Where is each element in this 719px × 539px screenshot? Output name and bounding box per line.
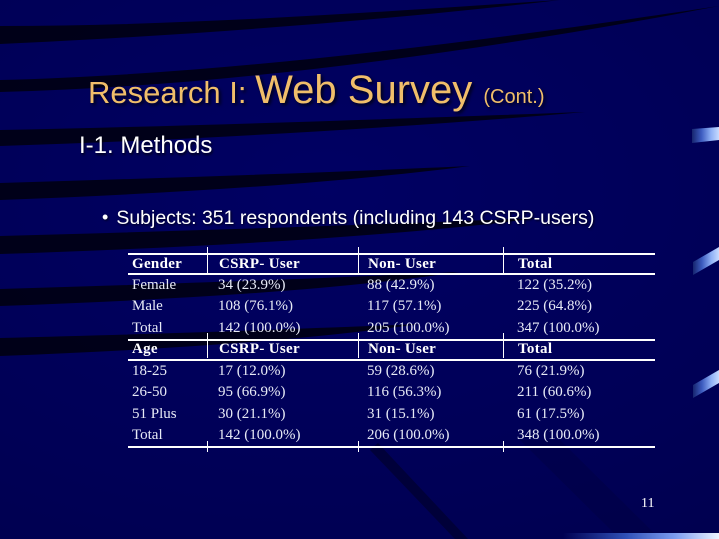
table-rule-tick [207, 247, 208, 257]
data-cell: 117 (57.1%) [367, 298, 442, 315]
row-label-cell: Total [132, 319, 163, 336]
ribbon-decoration-1 [692, 127, 719, 143]
data-cell: 95 (66.9%) [218, 384, 286, 401]
table-header-cell: Gender [132, 255, 183, 272]
table-row: 51 Plus 30 (21.1%) 31 (15.1%) 61 (17.5%) [128, 403, 655, 424]
bullet-marker: • [102, 207, 109, 227]
data-cell: 348 (100.0%) [517, 426, 600, 443]
page-number: 11 [641, 496, 655, 511]
data-cell: 142 (100.0%) [218, 319, 301, 336]
data-cell: 116 (56.3%) [367, 384, 442, 401]
row-label-cell: Female [132, 277, 177, 294]
table-rule-tick [207, 441, 208, 452]
data-cell: 61 (17.5%) [517, 405, 585, 422]
data-cell: 211 (60.6%) [517, 384, 592, 401]
row-label-cell: Total [132, 426, 163, 443]
data-cell: 347 (100.0%) [517, 319, 600, 336]
table-header-cell: Total [503, 341, 655, 359]
table-header-cell: Age [132, 341, 158, 358]
table-row: Female 34 (23.9%) 88 (42.9%) 122 (35.2%) [128, 275, 655, 296]
data-cell: 206 (100.0%) [367, 426, 450, 443]
table-header-cell: Non- User [358, 341, 503, 359]
table-header-cell: CSRP- User [207, 255, 358, 273]
data-cell: 59 (28.6%) [367, 363, 435, 380]
ribbon-decoration-2 [693, 247, 719, 275]
title-prefix: Research I: [88, 75, 256, 110]
table-header-cell: Non- User [358, 255, 503, 273]
row-label-cell: 18-25 [132, 363, 167, 380]
table-row: Total 142 (100.0%) 205 (100.0%) 347 (100.0%… [128, 318, 655, 339]
table-header-cell: CSRP- User [207, 341, 358, 359]
data-cell: 31 (15.1%) [367, 405, 435, 422]
table-rule-tick [358, 441, 359, 452]
bullet-text: Subjects: 351 respondents (including 143… [116, 207, 595, 229]
data-cell: 76 (21.9%) [517, 363, 585, 380]
table-rule-tick [503, 333, 504, 341]
section-heading: I-1. Methods [79, 132, 213, 159]
table-rule-tick [207, 333, 208, 341]
row-label-cell: Male [132, 298, 163, 315]
title-main: Web Survey [255, 68, 484, 112]
table-rule-tick [503, 441, 504, 452]
table-row: 18-25 17 (12.0%) 59 (28.6%) 76 (21.9%) [128, 361, 655, 382]
data-cell: 108 (76.1%) [218, 298, 293, 315]
data-cell: 225 (64.8%) [517, 298, 592, 315]
table-row: Total 142 (100.0%) 206 (100.0%) 348 (100.0%… [128, 425, 655, 446]
bullet-item: • Subjects: 351 respondents (including 14… [102, 207, 594, 230]
table-header-row: Gender CSRP- User Non- User Total [128, 253, 655, 275]
table-header-row: Age CSRP- User Non- User Total [128, 338, 655, 361]
bottom-accent-strip [563, 533, 719, 539]
table-header-cell: Total [503, 255, 655, 273]
row-label-cell: 51 Plus [132, 405, 177, 422]
data-cell: 142 (100.0%) [218, 426, 301, 443]
table-bottom-rule [128, 446, 655, 448]
data-cell: 34 (23.9%) [218, 277, 286, 294]
ribbon-decoration-3 [693, 370, 719, 398]
title-suffix: (Cont.) [483, 86, 545, 108]
table-rule-tick [358, 333, 359, 341]
row-label-cell: 26-50 [132, 384, 167, 401]
data-cell: 17 (12.0%) [218, 363, 286, 380]
table-rule-tick [358, 247, 359, 257]
table-row: 26-50 95 (66.9%) 116 (56.3%) 211 (60.6%) [128, 382, 655, 403]
data-cell: 205 (100.0%) [367, 319, 450, 336]
page-title: Research I: Web Survey (Cont.) [88, 70, 545, 110]
demographics-table: Gender CSRP- User Non- User Total Female 34 (… [128, 247, 655, 452]
data-cell: 122 (35.2%) [517, 277, 592, 294]
table-rule-tick [503, 247, 504, 257]
data-cell: 30 (21.1%) [218, 405, 286, 422]
data-cell: 88 (42.9%) [367, 277, 435, 294]
table-row: Male 108 (76.1%) 117 (57.1%) 225 (64.8%) [128, 296, 655, 317]
